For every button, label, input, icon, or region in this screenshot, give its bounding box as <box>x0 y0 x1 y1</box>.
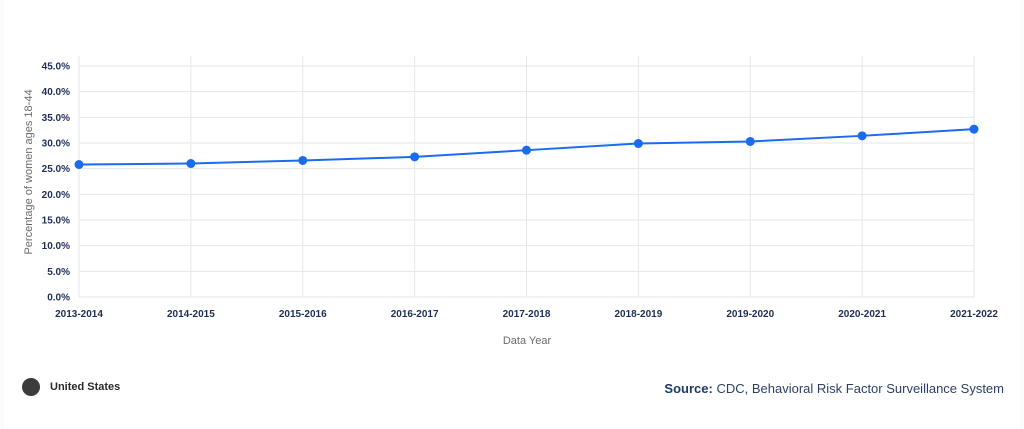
x-tick-label: 2018-2019 <box>614 309 662 320</box>
x-tick-label: 2021-2022 <box>950 309 998 320</box>
data-point[interactable] <box>633 139 643 149</box>
y-tick-label: 0.0% <box>47 293 70 304</box>
legend-label-united-states: United States <box>50 381 121 393</box>
source-label: Source: <box>664 381 713 396</box>
x-axis-title: Data Year <box>503 335 552 347</box>
x-tick-label: 2015-2016 <box>279 309 327 320</box>
data-point[interactable] <box>745 136 755 146</box>
y-tick-label: 35.0% <box>42 113 70 124</box>
data-point[interactable] <box>857 131 867 141</box>
x-tick-label: 2020-2021 <box>838 309 886 320</box>
x-axis-ticks: 2013-2014 2014-2015 2015-2016 2016-2017 2017… <box>55 309 998 320</box>
source-text: CDC, Behavioral Risk Factor Surveillance… <box>716 381 1004 396</box>
y-tick-label: 5.0% <box>47 267 70 278</box>
y-tick-label: 45.0% <box>42 62 70 73</box>
y-tick-label: 15.0% <box>42 216 70 227</box>
data-point[interactable] <box>74 160 84 170</box>
x-tick-label: 2017-2018 <box>503 309 551 320</box>
data-point[interactable] <box>410 152 420 162</box>
y-axis-title: Percentage of women ages 18-44 <box>23 89 35 254</box>
y-tick-label: 25.0% <box>42 164 70 175</box>
data-point[interactable] <box>186 159 196 169</box>
y-tick-label: 40.0% <box>42 87 70 98</box>
y-tick-label: 10.0% <box>42 241 70 252</box>
x-tick-label: 2016-2017 <box>391 309 439 320</box>
data-point[interactable] <box>522 145 531 155</box>
x-tick-label: 2019-2020 <box>726 309 774 320</box>
y-axis-ticks: 0.0% 5.0% 10.0% 15.0% 20.0% 25.0% 30.0% 35.0% 40… <box>42 62 70 304</box>
chart-card: 0.0% 5.0% 10.0% 15.0% 20.0% 25.0% 30.0% 35.0% 40… <box>4 0 1020 429</box>
data-point[interactable] <box>969 124 979 134</box>
legend[interactable]: United States <box>22 378 120 396</box>
grid-layer <box>78 56 975 298</box>
data-point[interactable] <box>298 155 308 165</box>
series-layer <box>74 124 979 170</box>
line-chart: 0.0% 5.0% 10.0% 15.0% 20.0% 25.0% 30.0% 35.0% 40… <box>23 56 998 347</box>
x-tick-label: 2013-2014 <box>55 309 103 320</box>
y-tick-label: 20.0% <box>42 190 70 201</box>
source-note: Source: CDC, Behavioral Risk Factor Surv… <box>664 381 1004 396</box>
x-tick-label: 2014-2015 <box>167 309 215 320</box>
legend-marker-united-states <box>22 378 40 396</box>
y-tick-label: 30.0% <box>42 139 70 150</box>
